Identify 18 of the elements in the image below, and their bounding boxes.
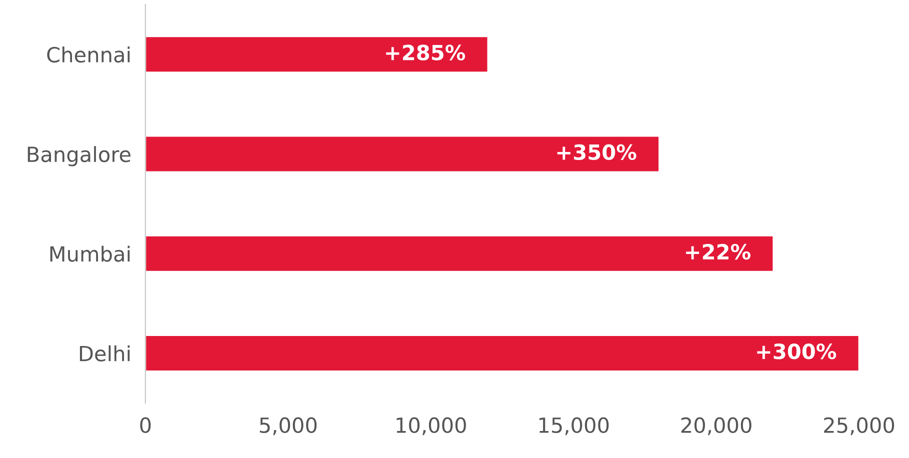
bar: [145, 135, 660, 173]
x-tick-label: 5,000: [260, 417, 317, 436]
annotation: +22%: [686, 244, 750, 260]
bar: [145, 36, 489, 74]
annotation: +300%: [757, 344, 836, 360]
x-tick-label: 15,000: [539, 417, 609, 436]
x-tick-label: 25,000: [824, 417, 894, 436]
y-tick-label: Bangalore: [28, 146, 130, 166]
bar: [145, 234, 774, 272]
x-tick-label: 0: [140, 417, 151, 434]
y-tick-label: Delhi: [80, 345, 130, 362]
annotation: +285%: [386, 44, 466, 60]
bar: [145, 334, 860, 372]
annotation: +350%: [557, 144, 636, 160]
x-tick-label: 20,000: [681, 417, 752, 436]
y-tick-label: Mumbai: [50, 246, 130, 262]
x-tick-label: 10,000: [396, 417, 466, 436]
y-tick-label: Chennai: [47, 46, 130, 63]
